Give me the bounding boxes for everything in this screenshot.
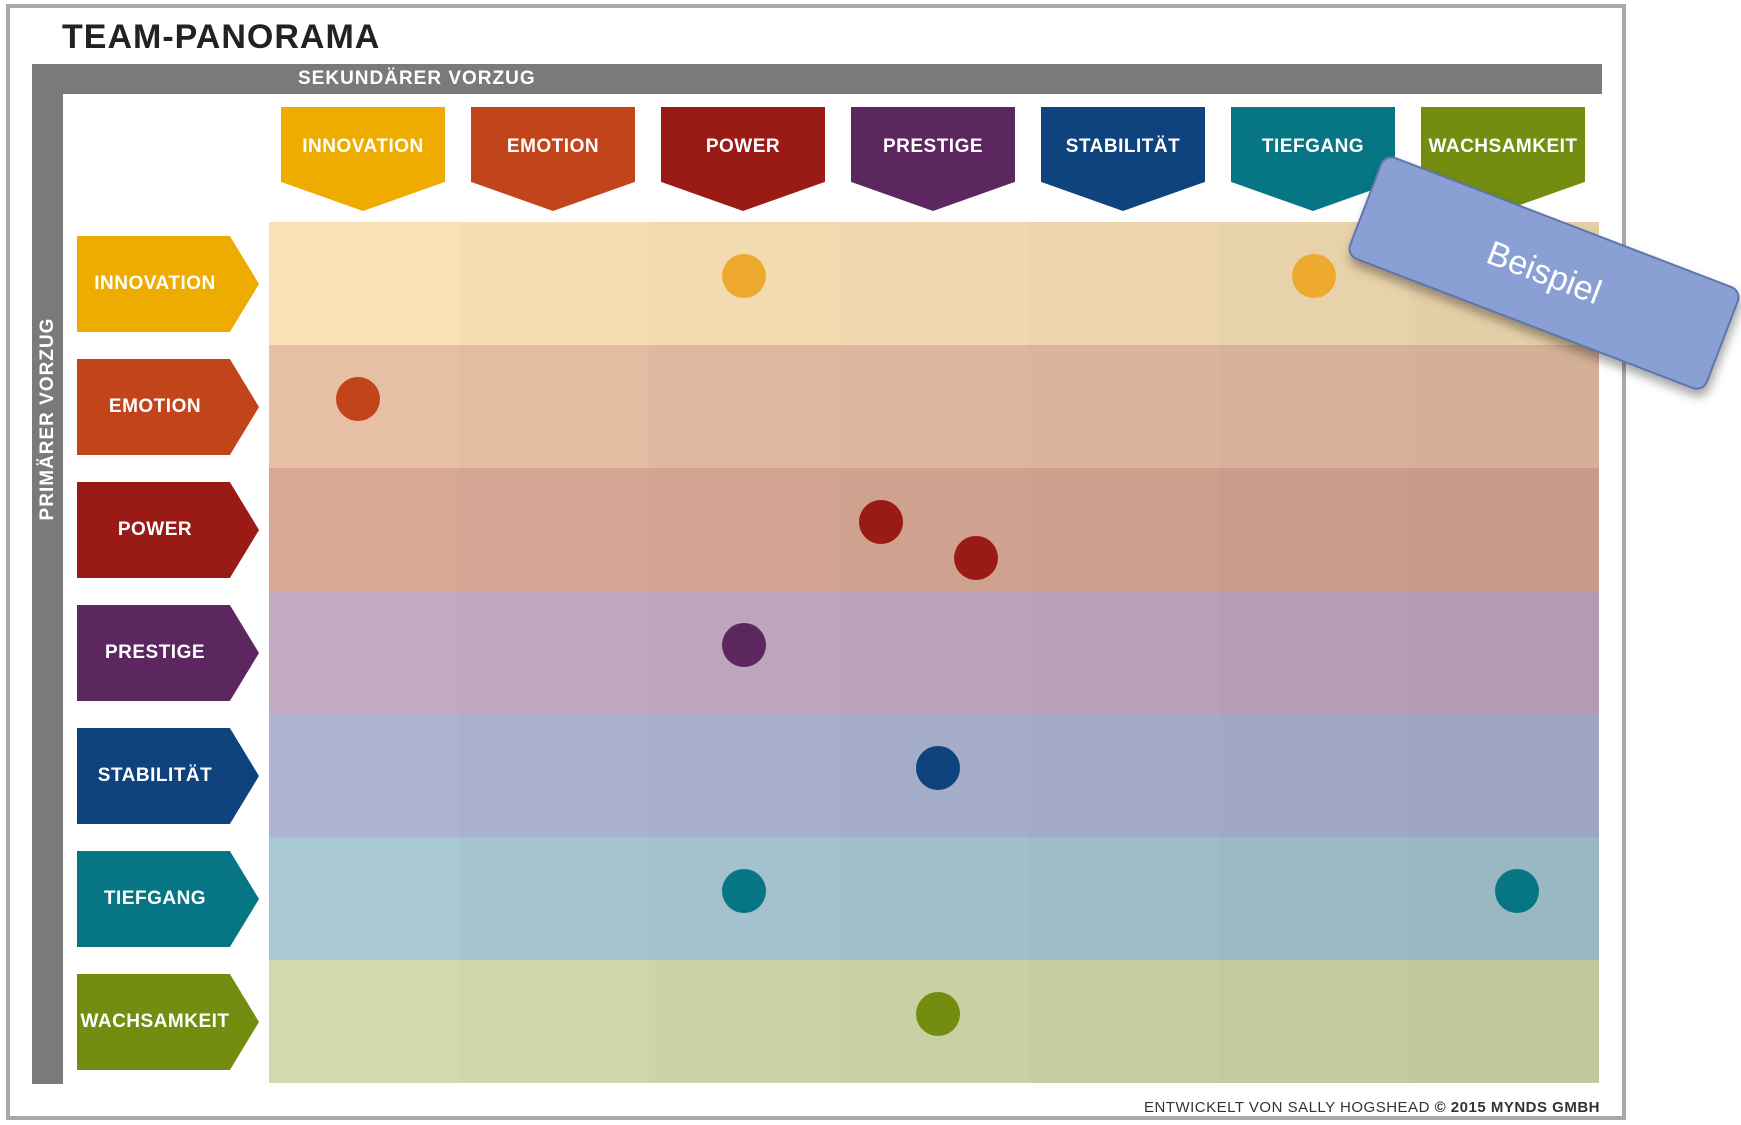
row-band-tiefgang: [269, 837, 1599, 960]
row-header-prestige: PRESTIGE: [77, 605, 259, 701]
team-member-dot: [1292, 253, 1336, 298]
row-header-emotion: EMOTION: [77, 359, 259, 455]
team-member-dot: [858, 499, 903, 544]
row-header-stabilität: STABILITÄT: [77, 728, 259, 824]
secondary-axis-bar: SEKUNDÄRER VORZUG: [32, 64, 1602, 94]
row-band-emotion: [269, 345, 1599, 468]
team-member-dot: [722, 622, 766, 667]
credit-text: ENTWICKELT VON SALLY HOGSHEAD: [1143, 1099, 1430, 1116]
team-member-dot: [722, 253, 766, 298]
team-member-dot: [722, 868, 766, 913]
primary-axis-bar: PRIMÄRER VORZUG: [32, 64, 63, 1084]
team-member-dot: [1495, 868, 1540, 913]
page-title: TEAM-PANORAMA: [62, 18, 381, 56]
row-header-innovation: INNOVATION: [77, 236, 259, 332]
secondary-axis-label: SEKUNDÄRER VORZUG: [298, 68, 536, 89]
row-header-power: POWER: [77, 482, 259, 578]
row-band-prestige: [269, 591, 1599, 714]
credit-line: ENTWICKELT VON SALLY HOGSHEAD © 2015 MYN…: [1144, 1099, 1600, 1116]
row-band-power: [269, 468, 1599, 591]
row-header-wachsamkeit: WACHSAMKEIT: [77, 974, 259, 1070]
copyright-text: © 2015 MYNDS GMBH: [1434, 1099, 1600, 1116]
team-member-dot: [915, 991, 960, 1036]
row-header-tiefgang: TIEFGANG: [77, 851, 259, 947]
team-member-dot: [915, 745, 960, 790]
team-member-dot: [953, 536, 998, 581]
primary-axis-label: PRIMÄRER VORZUG: [37, 317, 58, 521]
team-member-dot: [336, 376, 381, 421]
